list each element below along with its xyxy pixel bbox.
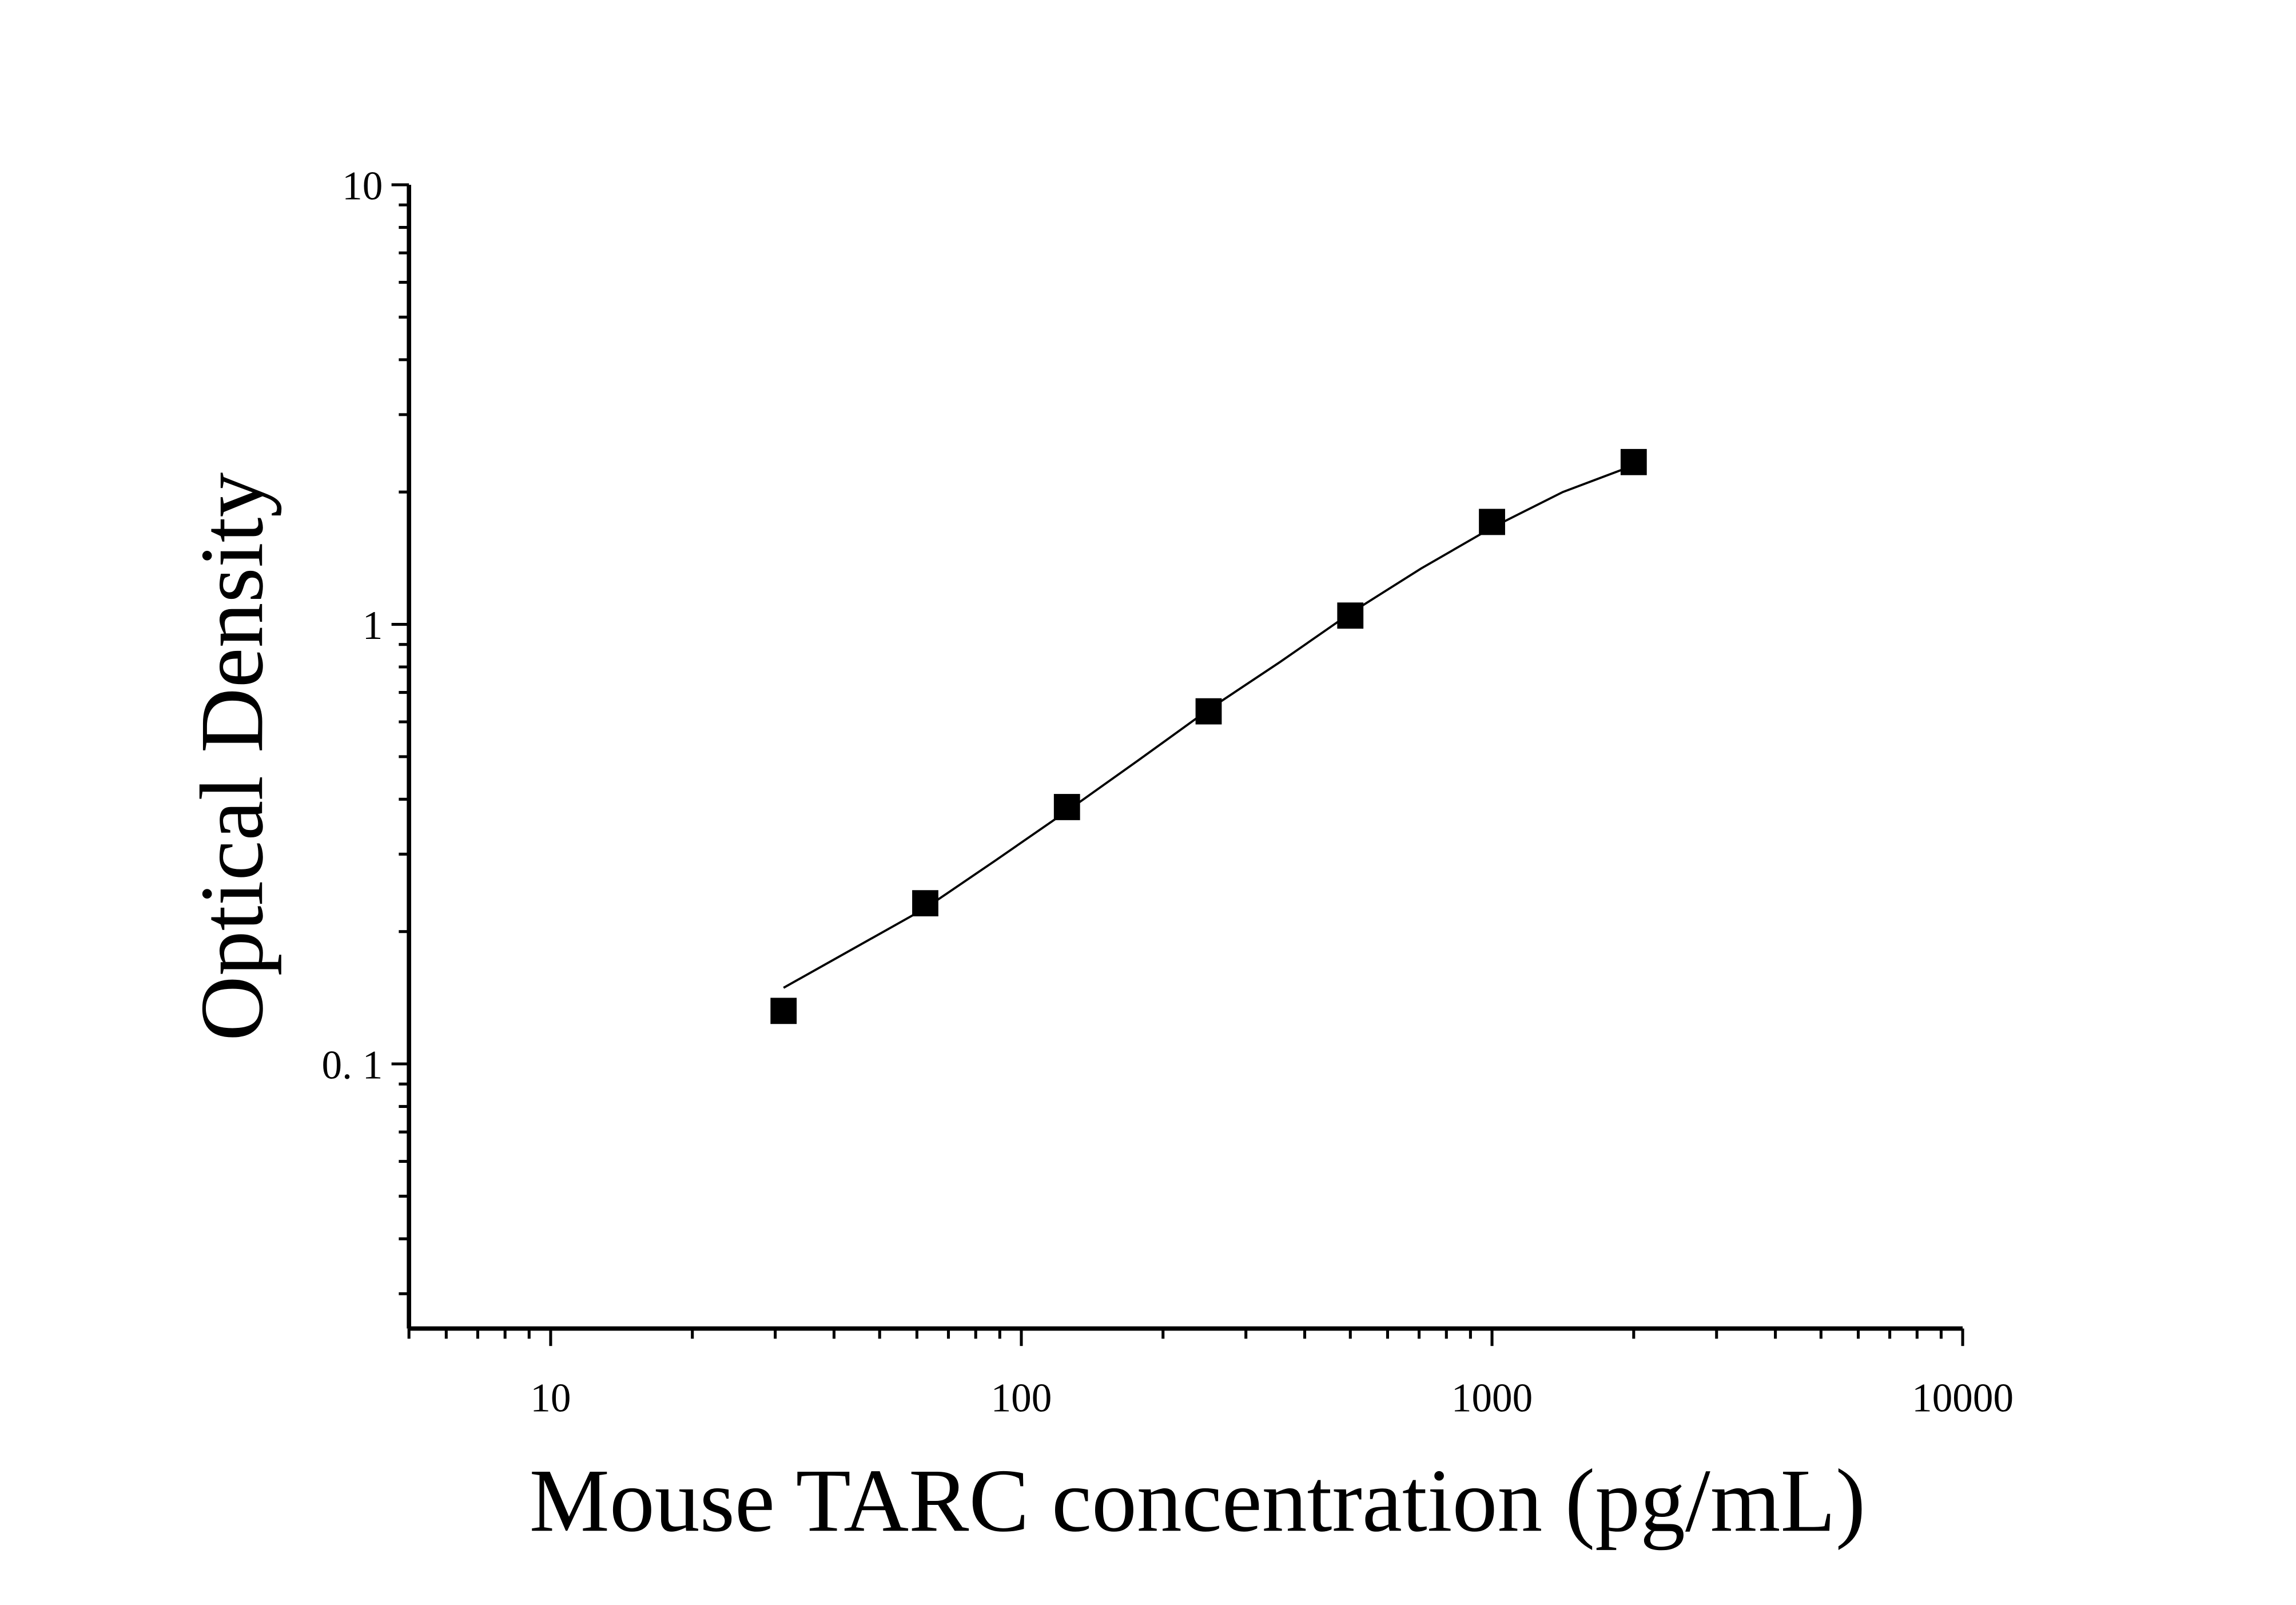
data-point xyxy=(1337,602,1364,629)
y-tick-label: 0. 1 xyxy=(322,1043,383,1087)
data-point xyxy=(1479,508,1505,535)
x-axis-label: Mouse TARC concentration (pg/mL) xyxy=(530,1451,1866,1551)
x-tick-label: 10 xyxy=(530,1376,571,1421)
data-point xyxy=(912,890,938,917)
data-point xyxy=(1053,794,1080,820)
data-point xyxy=(1620,448,1647,475)
x-tick-label: 10000 xyxy=(1912,1376,2014,1421)
y-axis-label: Optical Density xyxy=(182,472,282,1041)
y-tick-label: 10 xyxy=(342,164,383,209)
x-tick-label: 100 xyxy=(991,1376,1052,1421)
x-tick-label: 1000 xyxy=(1451,1376,1533,1421)
data-point xyxy=(1195,698,1222,725)
data-point xyxy=(770,998,797,1024)
y-tick-label: 1 xyxy=(363,603,383,648)
